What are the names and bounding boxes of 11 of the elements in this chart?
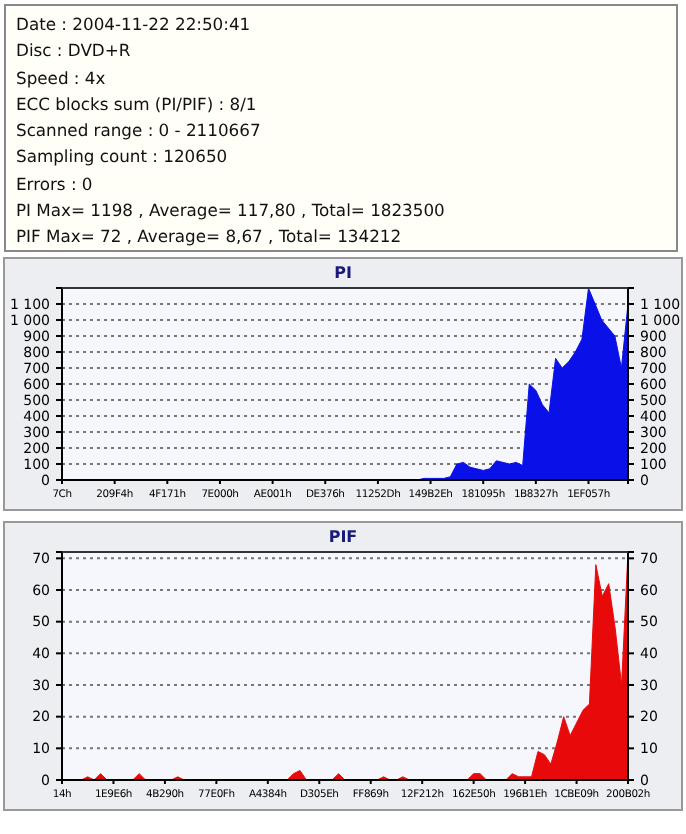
chart-title: PIF bbox=[328, 528, 358, 546]
text: Errors : 0 bbox=[16, 171, 95, 198]
chart-title: PI bbox=[334, 264, 352, 282]
text: Sampling count : 120650 bbox=[16, 144, 230, 171]
text: Speed : 4x bbox=[16, 65, 108, 92]
text: Date : 2004-11-22 22:50:41 bbox=[16, 12, 253, 38]
text: PIF Max= 72 , Average= 8,67 , Total= 134212 bbox=[16, 224, 404, 251]
text: ECC blocks sum (PI/PIF) : 8/1 bbox=[16, 91, 259, 118]
text: PI Max= 1198 , Average= 117,80 , Total= 1823500 bbox=[16, 198, 447, 225]
text: Disc : DVD+R bbox=[16, 38, 133, 65]
text: Scanned range : 0 - 2110667 bbox=[16, 118, 263, 145]
